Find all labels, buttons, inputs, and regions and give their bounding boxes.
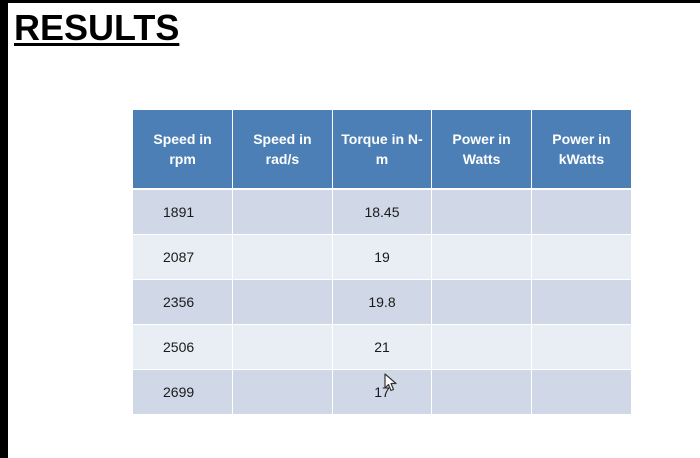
results-table: Speed in rpm Speed in rad/s Torque in N-… [133, 110, 631, 415]
cell-power-kwatts [531, 279, 631, 325]
header-power-watts: Power in Watts [431, 110, 532, 190]
cell-torque: 21 [332, 324, 433, 370]
header-torque: Torque in N-m [332, 110, 433, 190]
header-power-kwatts: Power in kWatts [531, 110, 631, 190]
cell-speed-rpm: 2087 [133, 234, 234, 280]
cell-power-watts [431, 189, 532, 235]
header-speed-rads: Speed in rad/s [232, 110, 333, 190]
cell-power-watts [431, 234, 532, 280]
cell-power-kwatts [531, 234, 631, 280]
cell-speed-rads [232, 279, 333, 325]
cell-torque: 19.8 [332, 279, 433, 325]
cell-speed-rads [232, 189, 333, 235]
cell-speed-rads [232, 234, 333, 280]
cell-speed-rads [232, 324, 333, 370]
cell-speed-rpm: 2506 [133, 324, 234, 370]
cell-speed-rpm: 2356 [133, 279, 234, 325]
results-table-container: Speed in rpm Speed in rad/s Torque in N-… [133, 110, 631, 415]
cell-power-kwatts [531, 369, 631, 415]
header-speed-rpm: Speed in rpm [133, 110, 234, 190]
cell-power-watts [431, 369, 532, 415]
cell-speed-rads [232, 369, 333, 415]
table-row: 2699 17 [133, 369, 631, 415]
cell-torque: 19 [332, 234, 433, 280]
slide: RESULTS Speed in rpm Speed in rad/s Torq… [8, 3, 700, 458]
cell-power-watts [431, 324, 532, 370]
cell-speed-rpm: 2699 [133, 369, 234, 415]
table-row: 1891 18.45 [133, 189, 631, 235]
cell-power-kwatts [531, 324, 631, 370]
cell-torque: 18.45 [332, 189, 433, 235]
cell-torque: 17 [332, 369, 433, 415]
cell-power-kwatts [531, 189, 631, 235]
table-header-row: Speed in rpm Speed in rad/s Torque in N-… [133, 110, 631, 190]
table-row: 2506 21 [133, 324, 631, 370]
slide-title: RESULTS [14, 7, 180, 48]
table-row: 2087 19 [133, 234, 631, 280]
cell-power-watts [431, 279, 532, 325]
mouse-pointer-icon [384, 373, 397, 392]
table-row: 2356 19.8 [133, 279, 631, 325]
cell-speed-rpm: 1891 [133, 189, 234, 235]
